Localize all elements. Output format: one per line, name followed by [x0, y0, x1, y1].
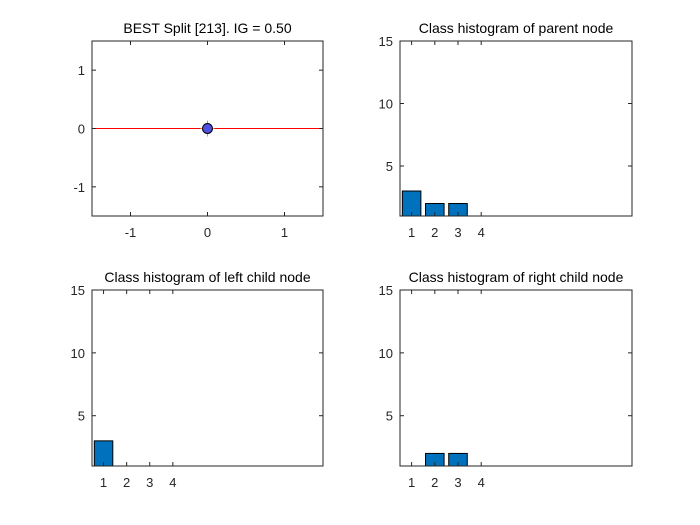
x-tick-label: 2 [431, 225, 438, 240]
y-tick-label: -1 [73, 180, 85, 195]
x-tick-label: 3 [454, 475, 461, 490]
y-tick-label: 10 [71, 346, 85, 361]
axes-frame [399, 40, 633, 217]
plot-area [92, 290, 323, 466]
x-tick-label: 3 [454, 225, 461, 240]
y-tick-label: 5 [386, 409, 393, 424]
data-point [202, 123, 213, 134]
y-tick-label: 1 [78, 63, 85, 78]
y-tick-label: 5 [386, 159, 393, 174]
parent-histogram-panel: Class histogram of parent node 1 2 3 4 5 10 15 [379, 20, 633, 240]
right-child-histogram-panel: Class histogram of right child node 1 2 3 4 5… [379, 269, 633, 490]
x-tick-label: 1 [281, 225, 288, 240]
chart-title: BEST Split [213]. IG = 0.50 [123, 20, 291, 36]
y-tick-label: 15 [379, 34, 393, 49]
chart-title: Class histogram of right child node [409, 269, 624, 285]
axes-frame [91, 40, 324, 217]
x-tick-label: 0 [204, 225, 211, 240]
x-tick-label: 2 [431, 475, 438, 490]
scatter-panel: BEST Split [213]. IG = 0.50 -1 0 1 -1 0 1 [73, 20, 324, 240]
plot-area [400, 41, 632, 216]
x-tick-label: 3 [146, 475, 153, 490]
x-tick-label: 1 [408, 225, 415, 240]
x-tick-label: 4 [169, 475, 176, 490]
chart-title: Class histogram of parent node [419, 20, 614, 36]
axes-frame [91, 289, 324, 467]
axes-frame [399, 289, 633, 467]
y-tick-label: 15 [379, 283, 393, 298]
x-tick-label: -1 [125, 225, 137, 240]
plot-area [400, 290, 632, 466]
x-tick-label: 2 [123, 475, 130, 490]
y-tick-label: 5 [78, 409, 85, 424]
left-child-histogram-panel: Class histogram of left child node 1 2 3 4 5 1… [71, 269, 324, 490]
y-tick-label: 10 [379, 97, 393, 112]
y-tick-label: 0 [78, 122, 85, 137]
y-tick-label: 15 [71, 283, 85, 298]
x-tick-label: 1 [408, 475, 415, 490]
chart-title: Class histogram of left child node [104, 269, 310, 285]
x-tick-label: 1 [100, 475, 107, 490]
x-tick-label: 4 [478, 225, 485, 240]
y-tick-label: 10 [379, 346, 393, 361]
x-tick-label: 4 [478, 475, 485, 490]
